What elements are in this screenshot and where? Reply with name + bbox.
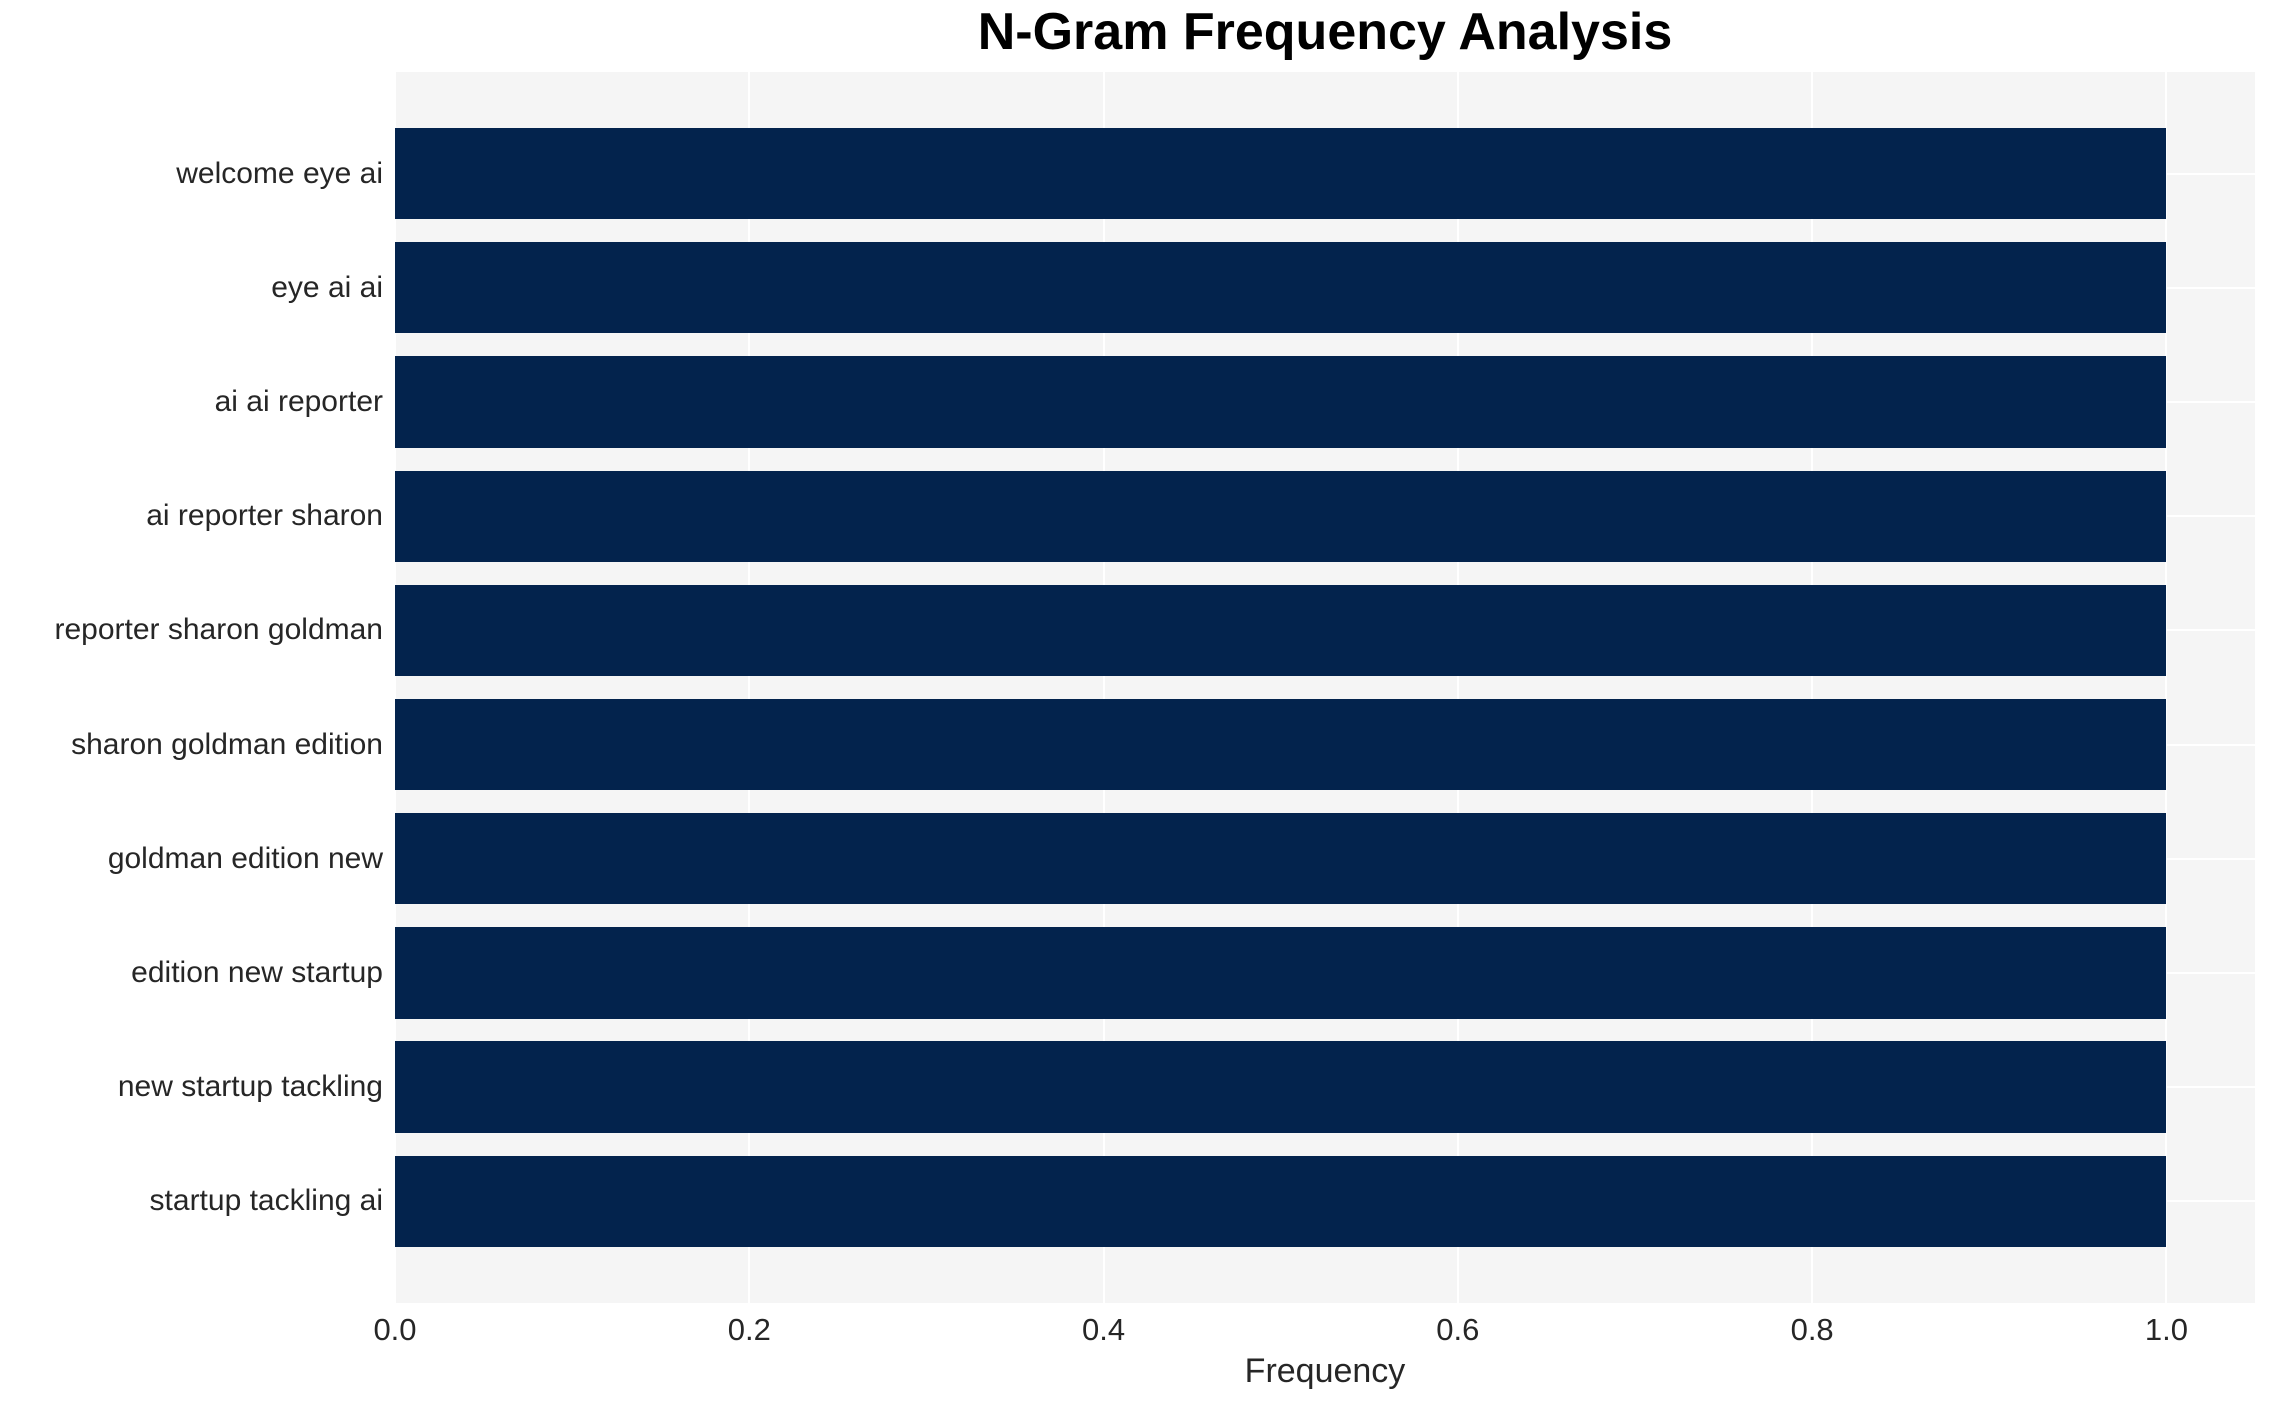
y-tick-label: ai ai reporter bbox=[214, 385, 383, 419]
bar bbox=[395, 698, 2167, 791]
x-tick-label: 1.0 bbox=[2144, 1312, 2188, 1347]
x-tick-label: 0.0 bbox=[373, 1312, 417, 1347]
y-tick-label: ai reporter sharon bbox=[146, 499, 383, 533]
bar bbox=[395, 356, 2167, 448]
bar bbox=[395, 242, 2167, 334]
x-axis-title: Frequency bbox=[1244, 1352, 1406, 1390]
bar bbox=[395, 584, 2167, 677]
y-tick-label: goldman edition new bbox=[107, 841, 383, 875]
y-tick-label: eye ai ai bbox=[271, 270, 383, 304]
y-tick-label: welcome eye ai bbox=[176, 156, 383, 190]
y-tick-label: edition new startup bbox=[131, 955, 383, 989]
plot-area bbox=[394, 72, 2255, 1303]
bar bbox=[395, 1041, 2167, 1133]
v-gridline bbox=[748, 72, 751, 1303]
y-tick-label: reporter sharon goldman bbox=[54, 613, 383, 647]
v-gridline bbox=[394, 72, 396, 1303]
y-tick-label: sharon goldman edition bbox=[71, 727, 383, 761]
bar bbox=[395, 813, 2167, 905]
v-gridline bbox=[1102, 72, 1105, 1303]
v-gridline bbox=[1456, 72, 1459, 1303]
v-gridline bbox=[1811, 72, 1814, 1303]
bar bbox=[395, 127, 2167, 220]
y-tick-label: new startup tackling bbox=[117, 1070, 383, 1104]
x-tick-label: 0.6 bbox=[1436, 1312, 1480, 1347]
bar bbox=[395, 1155, 2167, 1248]
x-tick-label: 0.4 bbox=[1082, 1312, 1126, 1347]
x-tick-label: 0.2 bbox=[727, 1312, 771, 1347]
x-tick-label: 0.8 bbox=[1790, 1312, 1834, 1347]
chart-title: N-Gram Frequency Analysis bbox=[977, 3, 1673, 61]
y-tick-label: startup tackling ai bbox=[149, 1184, 383, 1218]
bar bbox=[395, 470, 2167, 562]
v-gridline bbox=[2165, 72, 2168, 1303]
bar bbox=[395, 927, 2167, 1019]
